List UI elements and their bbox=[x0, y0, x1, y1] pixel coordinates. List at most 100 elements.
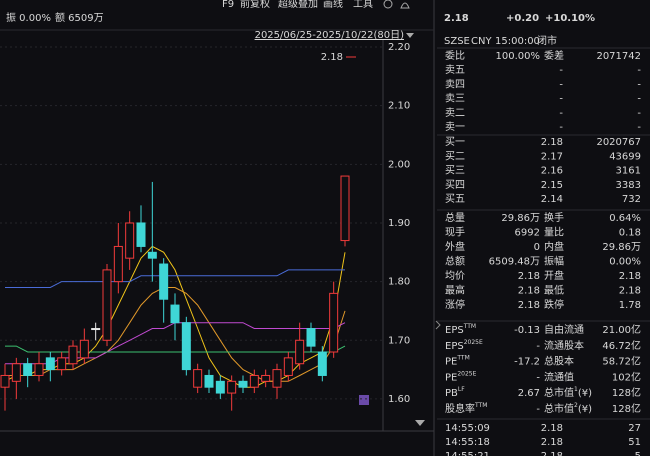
market-exchange: SZSE bbox=[444, 36, 470, 47]
market-currency: CNY bbox=[471, 36, 492, 47]
candle-body bbox=[11, 363, 21, 382]
field-value: 2.67 bbox=[518, 388, 540, 399]
label-text: EPS bbox=[445, 341, 464, 352]
candle-body bbox=[170, 304, 180, 324]
toolbar-button[interactable]: 前复权 bbox=[240, 0, 270, 10]
book-volume: 732 bbox=[622, 194, 641, 205]
field-value: 2.18 bbox=[518, 271, 540, 282]
candle-body bbox=[261, 374, 271, 382]
toolbar-button[interactable]: 画线 bbox=[323, 0, 343, 10]
market-time: 15:00:00 bbox=[495, 36, 540, 47]
field-label: 内盘 bbox=[544, 240, 564, 253]
book-level: 买四 bbox=[445, 179, 465, 191]
book-price: 2.17 bbox=[541, 151, 563, 162]
candle-body bbox=[227, 380, 237, 394]
book-volume: 2020767 bbox=[596, 137, 641, 148]
tick-volume: 5 bbox=[635, 451, 641, 456]
book-level: 买五 bbox=[445, 193, 465, 205]
alert-icon[interactable] bbox=[400, 2, 410, 9]
candle-body bbox=[238, 380, 248, 388]
book-price: - bbox=[559, 65, 563, 76]
label-text: 开盘 bbox=[544, 269, 564, 282]
field-label: 股息率TTM bbox=[445, 402, 487, 416]
order-diff-label: 委差 bbox=[544, 49, 564, 62]
field-label: 振幅 bbox=[544, 255, 564, 268]
candle-body bbox=[102, 269, 112, 341]
candle-body bbox=[295, 339, 305, 365]
field-label: 量比 bbox=[544, 227, 564, 239]
toolbar-button[interactable]: 超级叠加 bbox=[278, 0, 318, 10]
label-text: 涨停 bbox=[445, 298, 465, 311]
label-text: 最高 bbox=[445, 284, 465, 297]
y-tick-label: 1.70 bbox=[388, 335, 410, 346]
book-level: 卖五 bbox=[445, 64, 465, 76]
y-tick-label: 1.60 bbox=[388, 394, 410, 405]
candle-body bbox=[317, 351, 327, 376]
y-tick-label: 2.00 bbox=[388, 159, 410, 170]
field-value: 46.72亿 bbox=[602, 339, 641, 352]
label-tail: (¥) bbox=[578, 404, 592, 415]
field-label: 总市值2(¥) bbox=[544, 402, 592, 416]
field-value: - bbox=[536, 404, 540, 415]
field-value: 0.00% bbox=[609, 257, 641, 268]
field-value: 21.00亿 bbox=[602, 323, 641, 336]
label-text: 量比 bbox=[544, 227, 564, 239]
range-dropdown[interactable] bbox=[406, 33, 414, 38]
label-sup: 1 bbox=[574, 386, 578, 393]
field-value: 2.18 bbox=[518, 286, 540, 297]
field-value: 6509.48万 bbox=[489, 257, 540, 268]
expand-icon[interactable] bbox=[435, 320, 441, 330]
label-text: PE bbox=[445, 357, 457, 368]
y-tick-label: 2.20 bbox=[388, 42, 410, 53]
y-tick-label: 1.80 bbox=[388, 277, 410, 288]
label-text: EPS bbox=[445, 325, 464, 336]
book-level: 买一 bbox=[445, 136, 465, 148]
tick-volume: 27 bbox=[628, 423, 641, 434]
candle-body bbox=[340, 175, 350, 242]
candle-body bbox=[215, 380, 225, 394]
change-pct: +10.10% bbox=[545, 13, 595, 24]
field-value: 0 bbox=[534, 242, 540, 253]
f-badge[interactable] bbox=[359, 395, 369, 405]
settings-icon[interactable] bbox=[383, 0, 393, 9]
field-label: 最高 bbox=[445, 284, 465, 297]
toolbar-button[interactable]: 工具 bbox=[353, 0, 373, 10]
label-text: 内盘 bbox=[544, 240, 564, 253]
field-label: EPSTTM bbox=[445, 323, 476, 337]
amount: 额 6509万 bbox=[55, 11, 104, 24]
candle-body bbox=[79, 339, 89, 359]
toolbar-button[interactable]: F9 bbox=[222, 0, 234, 10]
book-level: 卖二 bbox=[445, 107, 465, 119]
field-label: 现手 bbox=[445, 226, 465, 239]
candle-body bbox=[306, 328, 316, 347]
field-value: 1.78 bbox=[619, 300, 641, 311]
field-value: 58.72亿 bbox=[602, 355, 641, 368]
field-label: 最低 bbox=[544, 284, 564, 297]
label-text: 股息率 bbox=[445, 402, 475, 415]
field-value: 29.86万 bbox=[602, 242, 641, 253]
order-diff: 2071742 bbox=[596, 51, 641, 62]
collapse-icon[interactable] bbox=[415, 420, 425, 426]
label-text: 总额 bbox=[445, 255, 465, 268]
field-label: 跌停 bbox=[544, 298, 564, 311]
label-text: 外盘 bbox=[445, 240, 465, 253]
amplitude: 振 0.00% bbox=[6, 11, 51, 24]
field-label: 涨停 bbox=[445, 298, 465, 311]
book-volume: - bbox=[637, 122, 641, 133]
label-text: 均价 bbox=[445, 270, 465, 282]
label-text: 换手 bbox=[544, 211, 564, 224]
label-sup: 2025E bbox=[457, 370, 476, 377]
field-label: 总市值1(¥) bbox=[544, 386, 592, 400]
field-value: 102亿 bbox=[612, 370, 641, 383]
tick-price: 2.18 bbox=[541, 451, 563, 456]
book-level: 卖三 bbox=[445, 93, 465, 105]
book-level: 买三 bbox=[445, 165, 465, 177]
field-label: 开盘 bbox=[544, 269, 564, 282]
label-sup: TTM bbox=[456, 354, 469, 361]
field-value: 6992 bbox=[515, 228, 540, 239]
candle-body bbox=[34, 363, 44, 376]
book-volume: - bbox=[637, 79, 641, 90]
candle-body bbox=[181, 322, 191, 371]
candle-body bbox=[136, 222, 146, 247]
